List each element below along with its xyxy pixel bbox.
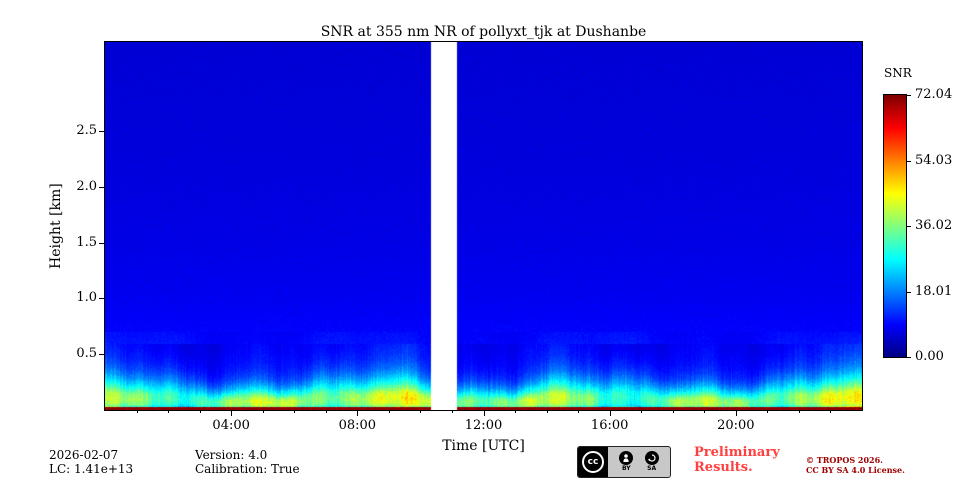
x-minor-tick-mark xyxy=(641,410,643,413)
y-tick-label: 1.5 xyxy=(76,234,97,250)
person-icon xyxy=(619,451,634,465)
x-tick-mark xyxy=(357,410,359,416)
x-tick-label: 08:00 xyxy=(338,418,377,433)
x-minor-tick-mark xyxy=(798,410,800,413)
y-tick-label: 1.0 xyxy=(76,290,97,306)
footer-version: Version: 4.0 xyxy=(195,448,268,462)
y-tick-mark xyxy=(99,242,105,244)
colorbar-canvas xyxy=(884,95,906,357)
x-minor-tick-mark xyxy=(672,410,674,413)
preliminary-line-2: Results. xyxy=(694,460,753,475)
x-tick-mark xyxy=(735,410,737,416)
plot-area xyxy=(104,41,863,411)
cc-by-label: BY xyxy=(622,465,631,472)
footer-lidar-constant: LC: 1.41e+13 xyxy=(49,462,134,476)
x-tick-label: 20:00 xyxy=(717,418,755,433)
sharealike-arrow-icon xyxy=(644,451,659,465)
x-minor-tick-mark xyxy=(136,410,138,413)
y-tick-mark xyxy=(99,298,105,300)
y-tick-label: 2.0 xyxy=(76,178,97,194)
footer-calibration: Calibration: True xyxy=(195,462,300,476)
copyright-line-2: CC BY SA 4.0 License. xyxy=(806,465,905,475)
colorbar-tick-mark xyxy=(907,291,911,293)
x-minor-tick-mark xyxy=(515,410,517,413)
y-tick-label: 0.5 xyxy=(76,346,97,362)
y-tick-label: 2.5 xyxy=(76,123,97,139)
x-minor-tick-mark xyxy=(767,410,769,413)
y-tick-mark xyxy=(99,186,105,188)
colorbar-tick-mark xyxy=(907,95,911,96)
cc-by-attribution: BY xyxy=(619,451,634,473)
preliminary-note: Preliminary Results. xyxy=(694,445,780,475)
y-tick-mark xyxy=(99,354,105,356)
colorbar-tick-label: 54.03 xyxy=(915,152,953,168)
x-tick-mark xyxy=(231,410,233,416)
cc-sa-label: SA xyxy=(647,465,657,472)
x-minor-tick-mark xyxy=(294,410,296,413)
colorbar-tick-mark xyxy=(907,160,911,162)
colorbar xyxy=(883,94,907,358)
x-tick-label: 12:00 xyxy=(464,418,503,433)
x-minor-tick-mark xyxy=(168,410,170,413)
x-tick-label: 04:00 xyxy=(212,418,250,433)
colorbar-tick-label: 36.02 xyxy=(915,218,953,233)
x-minor-tick-mark xyxy=(199,410,201,413)
cc-badge-icons: BY SA xyxy=(608,447,670,477)
chart-title: SNR at 355 nm NR of pollyxt_tjk at Dusha… xyxy=(320,24,647,40)
cc-logo-text: cc xyxy=(582,451,604,473)
x-minor-tick-mark xyxy=(830,410,832,413)
colorbar-tick-label: 72.04 xyxy=(915,87,953,102)
colorbar-tick-label: 0.00 xyxy=(915,349,944,364)
colorbar-tick-mark xyxy=(907,226,911,227)
x-minor-tick-mark xyxy=(546,410,548,413)
x-minor-tick-mark xyxy=(420,410,422,413)
colorbar-tick-mark xyxy=(907,357,911,358)
x-tick-mark xyxy=(609,410,611,416)
cc-sa-sharealike: SA xyxy=(644,451,659,473)
x-minor-tick-mark xyxy=(704,410,706,413)
colorbar-tick-label: 18.01 xyxy=(915,283,953,299)
y-tick-mark xyxy=(99,131,105,133)
colorbar-label: SNR xyxy=(884,66,912,80)
copyright-note: © TROPOS 2026. CC BY SA 4.0 License. xyxy=(806,455,905,475)
x-minor-tick-mark xyxy=(578,410,580,413)
cc-by-sa-license-badge[interactable]: cc BY SA xyxy=(577,446,671,478)
x-tick-mark xyxy=(483,410,485,416)
x-tick-label: 16:00 xyxy=(590,418,629,433)
x-minor-tick-mark xyxy=(388,410,390,413)
x-minor-tick-mark xyxy=(451,410,453,413)
x-axis-label: Time [UTC] xyxy=(442,438,525,454)
cc-logo-icon: cc xyxy=(578,447,608,477)
snr-heatmap-canvas xyxy=(105,42,862,410)
footer-date: 2026-02-07 xyxy=(49,448,119,462)
copyright-line-1: © TROPOS 2026. xyxy=(806,455,883,465)
preliminary-line-1: Preliminary xyxy=(694,445,780,460)
x-minor-tick-mark xyxy=(325,410,327,413)
x-minor-tick-mark xyxy=(262,410,264,413)
